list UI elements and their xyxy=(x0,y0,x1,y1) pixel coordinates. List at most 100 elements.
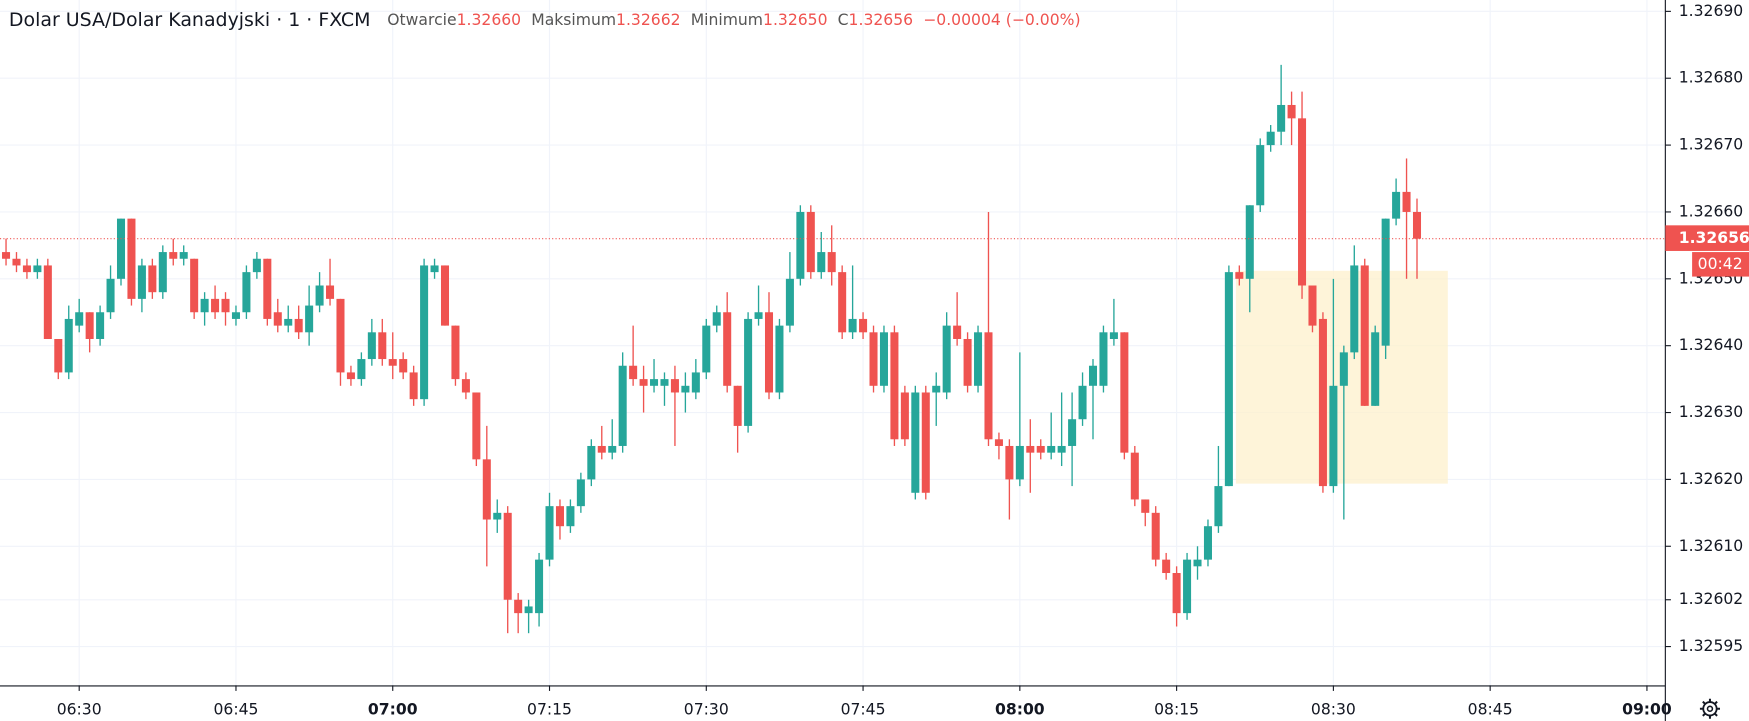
candle-body xyxy=(733,385,742,426)
candle-body xyxy=(1141,499,1150,513)
y-tick-label: 1.32690 xyxy=(1679,2,1744,20)
candle-body xyxy=(618,365,627,446)
candle-body xyxy=(315,285,324,306)
candle-body xyxy=(231,312,240,319)
candle-body xyxy=(524,606,533,614)
high-value: 1.32662 xyxy=(616,11,681,29)
candle-body xyxy=(1392,191,1401,219)
candle-body xyxy=(1172,573,1181,614)
candle-body xyxy=(650,379,659,386)
candle-body xyxy=(1151,512,1160,560)
candle-body xyxy=(54,338,63,373)
candle-body xyxy=(294,318,303,333)
candle-body xyxy=(1130,452,1139,500)
candle-body xyxy=(890,332,899,440)
candle-body xyxy=(1005,445,1014,480)
candle-body xyxy=(33,265,42,273)
legend-header: Dolar USA/Dolar Kanadyjski · 1 · FXCM Ot… xyxy=(9,9,1081,31)
candle-body xyxy=(106,278,115,313)
countdown-label: 00:42 xyxy=(1698,255,1743,273)
x-tick-label: 08:30 xyxy=(1311,700,1356,718)
x-tick-label: 09:00 xyxy=(1622,700,1672,718)
candle-body xyxy=(1015,445,1024,480)
candle-body xyxy=(158,252,167,293)
candle-body xyxy=(900,392,909,440)
candle-body xyxy=(64,318,73,373)
candle-body xyxy=(1381,218,1390,346)
candle-body xyxy=(984,332,993,440)
candle-body xyxy=(1193,559,1202,567)
candle-body xyxy=(608,445,617,453)
candle-body xyxy=(1371,332,1380,406)
candle-body xyxy=(535,559,544,614)
candle-body xyxy=(1214,486,1223,527)
axes: 1.32690 1.32680 1.32670 1.32660 1.32650 1.326… xyxy=(57,2,1749,718)
settings-icon[interactable] xyxy=(1699,698,1720,719)
candle-body xyxy=(326,285,335,299)
candle-body xyxy=(1068,419,1077,446)
candle-body xyxy=(1120,332,1129,453)
candle-body xyxy=(148,265,157,293)
candle-body xyxy=(1047,445,1056,453)
candle-body xyxy=(806,211,815,273)
high-label: Maksimum xyxy=(531,11,616,29)
candle-body xyxy=(838,272,847,333)
candle-body xyxy=(744,318,753,426)
candle-body xyxy=(545,506,554,560)
candle-body xyxy=(932,385,941,393)
candle-body xyxy=(284,318,293,326)
candle-body xyxy=(963,338,972,386)
x-tick-label: 06:30 xyxy=(57,700,102,718)
candle-body xyxy=(1078,385,1087,420)
y-tick-label: 1.32670 xyxy=(1679,136,1744,154)
candle-body xyxy=(1277,104,1286,132)
candle-body xyxy=(1224,272,1233,487)
candle-body xyxy=(587,445,596,480)
change-value: −0.00004 (−0.00%) xyxy=(923,11,1080,29)
candle-body xyxy=(764,312,774,393)
candle-body xyxy=(1298,118,1307,286)
candle-body xyxy=(1109,332,1118,339)
candle-body xyxy=(1360,265,1369,406)
candle-body xyxy=(305,305,314,333)
candle-body xyxy=(723,312,732,386)
candle-body xyxy=(1088,365,1098,386)
candle-body xyxy=(127,218,136,299)
candle-body xyxy=(817,252,826,273)
candle-body xyxy=(827,252,836,273)
candle-body xyxy=(670,379,679,393)
candle-body xyxy=(775,325,784,393)
candle-body xyxy=(1287,104,1296,119)
candle-body xyxy=(1266,131,1275,146)
candle-body xyxy=(1256,145,1265,206)
candle-body xyxy=(116,218,126,279)
candle-body xyxy=(388,359,397,366)
open-value: 1.32660 xyxy=(457,11,522,29)
candle-body xyxy=(754,312,763,319)
y-tick-label: 1.32680 xyxy=(1679,69,1744,87)
candle-body xyxy=(848,318,857,333)
candle-body xyxy=(785,278,794,326)
candle-body xyxy=(85,312,94,339)
candle-body xyxy=(1308,285,1317,326)
candle-body xyxy=(1329,385,1338,487)
candle-body xyxy=(691,372,700,393)
candle-body xyxy=(263,258,272,319)
candle-body xyxy=(911,392,920,493)
candle-body xyxy=(879,332,888,386)
x-tick-label: 08:00 xyxy=(995,700,1045,718)
candle-body xyxy=(555,506,564,527)
candle-body xyxy=(252,258,261,273)
close-value: 1.32656 xyxy=(849,11,914,29)
candle-body xyxy=(179,252,188,259)
candle-body xyxy=(639,379,648,386)
candle-body xyxy=(493,512,502,520)
candle-body xyxy=(440,265,450,326)
candle-body xyxy=(1412,211,1422,239)
candle-body xyxy=(503,512,512,600)
candle-body xyxy=(1318,318,1327,487)
last-price-label: 1.32656 xyxy=(1679,229,1749,247)
candle-body xyxy=(1036,445,1045,453)
candle-body xyxy=(681,385,690,393)
candle-body xyxy=(409,372,418,400)
